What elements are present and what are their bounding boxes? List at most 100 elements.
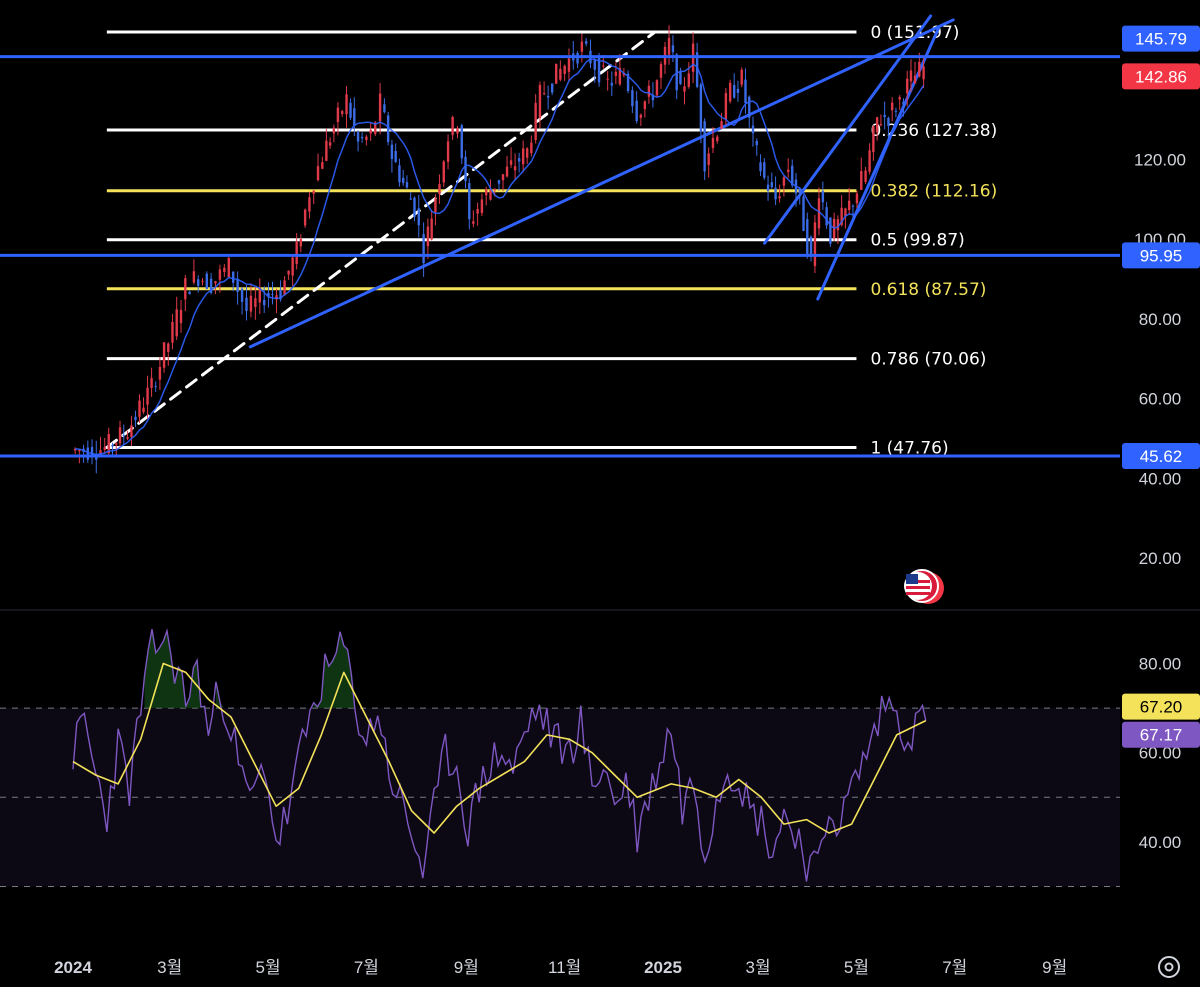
time-tick-label: 2025 xyxy=(644,958,682,977)
candle-body xyxy=(472,221,475,224)
time-axis[interactable]: 2024 3월 5월 7월 9월 11월 2025 3월 5월 7월 9월 xyxy=(54,958,1067,977)
candle-body xyxy=(580,41,584,52)
candle-body xyxy=(130,425,133,438)
candle-body xyxy=(430,218,433,240)
candle-body xyxy=(829,217,832,244)
candle-body xyxy=(356,132,360,142)
candle-body xyxy=(134,416,137,421)
candle-body xyxy=(236,278,239,292)
long-trendline xyxy=(248,18,955,349)
time-tick-label: 3월 xyxy=(746,958,771,977)
candle-body xyxy=(864,170,867,182)
price-tick-label: 80.00 xyxy=(1139,310,1182,329)
candle-body xyxy=(894,110,898,112)
candle-body xyxy=(559,68,562,80)
candle-body xyxy=(179,309,183,324)
us-flag-earnings-icon[interactable] xyxy=(904,569,944,604)
candle-body xyxy=(167,343,170,353)
candle-body xyxy=(782,177,786,186)
candle-body xyxy=(770,182,774,188)
candle-body xyxy=(679,71,682,85)
price-tag-box xyxy=(1122,242,1200,269)
candle-body xyxy=(505,166,509,177)
candle-body xyxy=(115,443,118,445)
candle-body xyxy=(751,125,755,134)
candle-body xyxy=(525,148,529,158)
candle-body xyxy=(872,126,875,153)
candle-body xyxy=(308,197,311,212)
candle-body xyxy=(321,162,324,169)
candle-body xyxy=(798,188,801,194)
candle-body xyxy=(446,141,450,162)
candle-body xyxy=(695,52,699,87)
candle-body xyxy=(353,108,356,127)
candle-body xyxy=(476,208,479,214)
fib-level-label: 0.382 (112.16) xyxy=(870,182,997,202)
candle-body xyxy=(122,435,125,437)
price-tag-box xyxy=(1122,693,1200,720)
price-tag-label: 67.17 xyxy=(1140,726,1183,745)
price-tag-box xyxy=(1122,443,1200,470)
candle-body xyxy=(622,73,626,76)
candle-body xyxy=(162,342,166,368)
candle-body xyxy=(813,222,817,267)
candle-body xyxy=(887,117,890,126)
candle-body xyxy=(218,269,222,280)
candle-body xyxy=(267,292,270,297)
fibonacci-retracement[interactable]: 0 (151.97) 0.236 (127.38) 0.382 (112.16) 0.… xyxy=(106,23,997,458)
price-tag-label: 95.95 xyxy=(1140,246,1183,265)
time-tick-label: 2024 xyxy=(54,958,92,977)
candle-body xyxy=(275,295,278,300)
rsi-overbought-fill xyxy=(144,629,926,709)
candle-body xyxy=(755,140,758,146)
fib-anchor-diagonal xyxy=(105,30,657,449)
candle-body xyxy=(847,200,851,211)
candle-body xyxy=(146,387,149,405)
fib-level-label: 0 (151.97) xyxy=(870,23,959,43)
candle-body xyxy=(902,101,905,105)
rsi-line xyxy=(72,628,927,882)
candle-body xyxy=(593,60,596,70)
time-tick-label: 3월 xyxy=(157,958,182,977)
price-tick-label: 60.00 xyxy=(1139,390,1182,409)
fib-level-label: 0.5 (99.87) xyxy=(870,231,964,251)
candle-body xyxy=(240,288,244,302)
candle-body xyxy=(336,107,340,123)
candle-body xyxy=(766,184,770,191)
candle-body xyxy=(651,94,655,101)
candle-body xyxy=(405,182,409,188)
candle-body xyxy=(538,84,542,119)
candle-body xyxy=(283,280,286,296)
price-tag-box xyxy=(1122,25,1200,52)
candle-body xyxy=(103,447,106,450)
rsi-signal-line xyxy=(72,662,927,834)
rsi-tick-label: 60.00 xyxy=(1139,744,1182,763)
candle-body xyxy=(254,298,257,308)
candle-body xyxy=(279,289,282,300)
candle-body xyxy=(214,281,217,284)
candle-body xyxy=(434,198,437,213)
candle-body xyxy=(383,104,386,113)
candle-body xyxy=(328,142,332,146)
candle-body xyxy=(287,270,290,275)
candle-body xyxy=(509,160,513,165)
candle-body xyxy=(438,183,441,194)
candle-body xyxy=(546,95,550,98)
candle-body xyxy=(417,208,420,226)
candle-body xyxy=(898,97,901,100)
candle-body xyxy=(468,183,471,220)
candle-body xyxy=(635,100,638,122)
candle-body xyxy=(744,79,747,104)
candle-body xyxy=(732,84,736,98)
candle-body xyxy=(374,122,377,134)
candle-body xyxy=(398,165,401,183)
horizontal-lines[interactable] xyxy=(0,55,1120,458)
candle-body xyxy=(671,45,675,53)
candle-body xyxy=(687,73,690,87)
price-tag-label: 142.86 xyxy=(1135,67,1187,86)
gear-icon[interactable] xyxy=(1158,956,1180,978)
candle-body xyxy=(271,294,274,296)
candle-body xyxy=(906,78,909,94)
time-tick-label: 5월 xyxy=(255,958,280,977)
